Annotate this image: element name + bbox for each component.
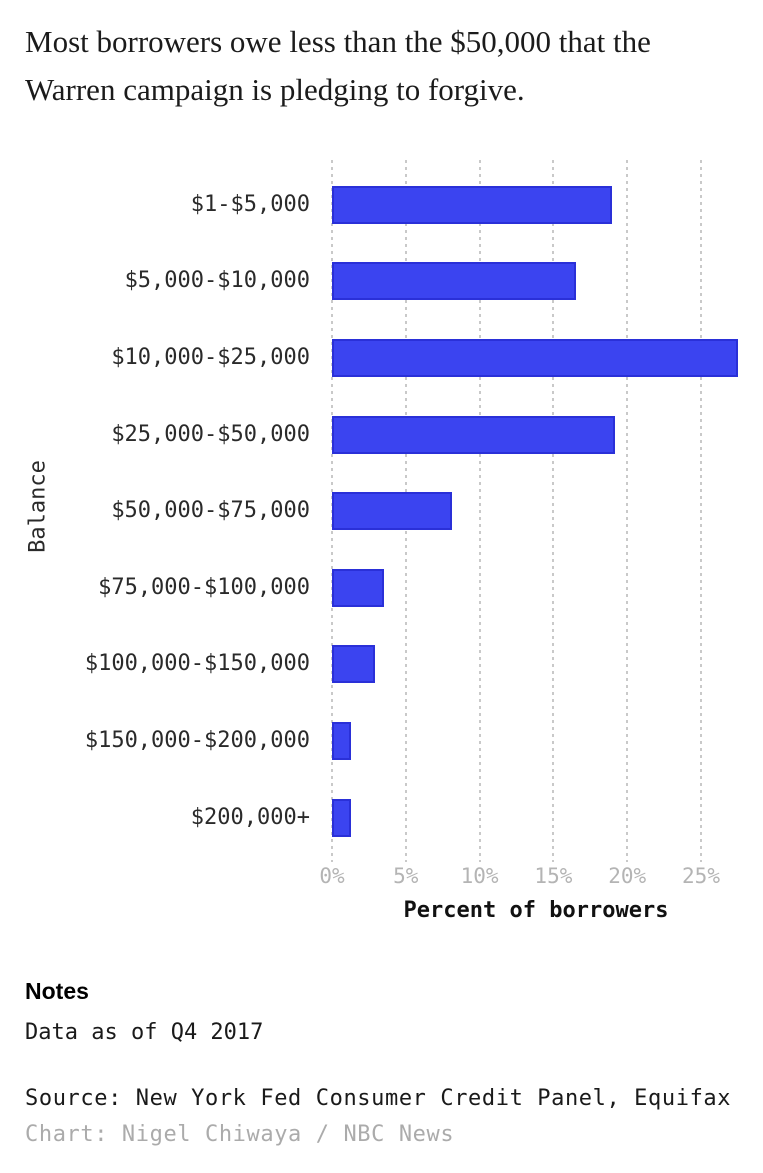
- notes-header: Notes: [25, 978, 89, 1004]
- category-axis: $1-$5,000 $5,000-$10,000 $10,000-$25,000 $2…: [0, 160, 310, 862]
- x-tick-label: 5%: [393, 864, 419, 888]
- category-label: $200,000+: [190, 804, 310, 830]
- x-tick-label: 10%: [460, 864, 499, 888]
- category-label: $150,000-$200,000: [84, 727, 310, 753]
- bar: [332, 338, 738, 377]
- category-label: $50,000-$75,000: [111, 498, 310, 524]
- bar: [332, 721, 352, 760]
- category-label: $100,000-$150,000: [84, 651, 310, 677]
- category-label: $10,000-$25,000: [111, 344, 310, 370]
- bar: [332, 492, 452, 531]
- category-label: $25,000-$50,000: [111, 421, 310, 447]
- bar: [332, 262, 576, 301]
- chart-title: Most borrowers owe less than the $50,000…: [25, 24, 651, 107]
- bar: [332, 415, 616, 454]
- gridline: [552, 160, 555, 862]
- category-label: $75,000-$100,000: [98, 574, 310, 600]
- category-label: $1-$5,000: [190, 191, 310, 217]
- x-axis-ticks: 0% 5% 10% 15% 20% 25%: [319, 864, 741, 890]
- bar: [332, 798, 352, 837]
- x-tick-label: 25%: [682, 864, 720, 888]
- plot-area: [331, 160, 741, 862]
- x-tick-label: 15%: [534, 864, 573, 888]
- x-tick-label: 20%: [608, 864, 647, 888]
- bar: [332, 185, 613, 224]
- bar: [332, 568, 384, 607]
- x-tick-label: 0%: [319, 864, 345, 888]
- gridline: [478, 160, 481, 862]
- bar: [332, 645, 375, 684]
- gridline: [626, 160, 629, 862]
- gridline: [700, 160, 702, 862]
- source-line: Source: New York Fed Consumer Credit Pan…: [25, 1086, 732, 1111]
- chart-credit: Chart: Nigel Chiwaya / NBC News: [25, 1122, 455, 1147]
- notes-text: Data as of Q4 2017: [25, 1020, 264, 1045]
- category-label: $5,000-$10,000: [124, 268, 310, 294]
- x-axis-label: Percent of borrowers: [403, 898, 669, 923]
